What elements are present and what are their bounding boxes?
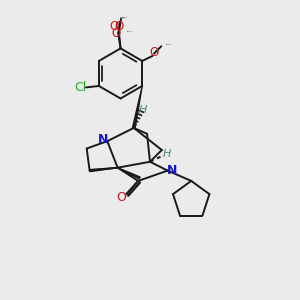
Text: methoxy: methoxy xyxy=(166,44,172,45)
Text: O: O xyxy=(114,20,123,32)
Text: H: H xyxy=(163,148,171,158)
Text: N: N xyxy=(167,164,178,177)
Text: O: O xyxy=(111,27,120,40)
Text: Cl: Cl xyxy=(74,81,87,94)
Text: methoxy: methoxy xyxy=(120,18,126,19)
Polygon shape xyxy=(89,168,118,172)
Text: O: O xyxy=(116,190,126,204)
Polygon shape xyxy=(133,86,142,128)
Text: methoxy: methoxy xyxy=(122,16,128,17)
Text: O: O xyxy=(149,46,159,59)
Text: H: H xyxy=(139,105,147,115)
Polygon shape xyxy=(118,168,140,179)
Text: methoxy: methoxy xyxy=(127,31,134,32)
Text: O: O xyxy=(109,20,118,33)
Text: N: N xyxy=(98,134,108,146)
Text: methoxy: methoxy xyxy=(120,16,126,18)
